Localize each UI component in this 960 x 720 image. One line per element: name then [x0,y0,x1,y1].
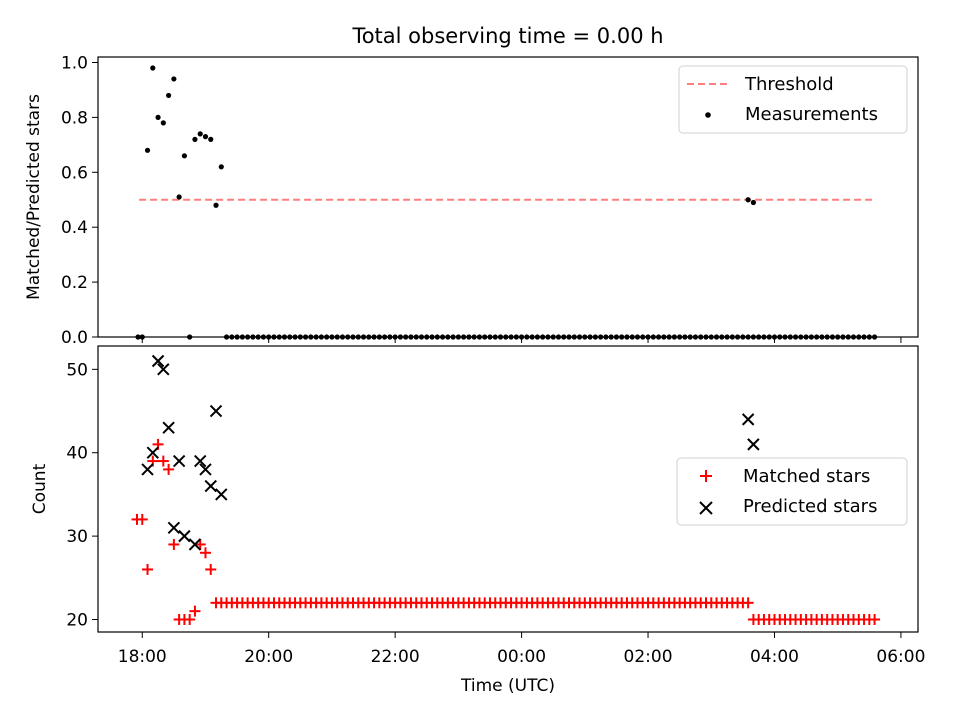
measurement-point [208,136,214,142]
ratio-y-tick-label: 0.8 [61,108,88,128]
legend-predicted-label: Predicted stars [743,496,877,517]
count-y-tick-label: 40 [66,444,88,464]
ratio-legend-box [678,65,908,134]
count-x-tick-label: 20:00 [244,647,293,667]
matched-star-point [194,538,206,550]
matched-star-point [168,538,180,550]
ratio-y-tick-label: 0.2 [61,273,88,293]
measurement-point [197,131,203,137]
predicted-star-point [747,438,760,451]
legend-threshold-label: Threshold [744,74,834,95]
measurement-point [192,136,198,142]
count-x-tick-label: 22:00 [371,647,420,667]
measurement-point [745,197,751,203]
measurement-point [213,202,219,208]
count-y-axis-label: Count [30,463,50,514]
predicted-star-point [209,404,223,418]
measurement-point [171,76,177,82]
ratio-y-axis-label: Matched/Predicted stars [24,94,44,300]
matched-star-point [199,547,211,559]
ratio-x-axis-ticks [141,337,902,343]
count-y-axis-ticks: 20 30 40 50 [66,360,98,630]
count-y-tick-label: 20 [66,610,88,630]
legend-measurements-label: Measurements [745,104,878,125]
ratio-panel: 0.0 0.2 0.4 0.6 0.8 1.0 Matched/Predicted sta… [24,53,919,348]
count-x-tick-label: 18:00 [118,647,167,667]
matched-star-point [205,563,217,575]
measurement-point [176,194,182,200]
ratio-y-tick-label: 0.4 [61,218,88,238]
count-y-tick-label: 30 [66,527,88,547]
measurement-point [160,120,166,126]
predicted-star-point [178,529,191,543]
count-legend: Matched stars Predicted stars [676,457,908,526]
predicted-star-point [194,454,207,468]
ratio-y-tick-label: 0.6 [61,163,88,183]
figure-title: Total observing time = 0.00 h [351,24,663,48]
predicted-star-point [215,488,228,501]
ratio-legend: Threshold Measurements [678,65,908,134]
predicted-star-point [162,421,175,434]
measurement-point [218,164,224,170]
predicted-star-point [199,463,212,476]
measurement-point [202,134,209,140]
predicted-star-point [151,354,165,368]
count-marks [131,354,881,625]
count-x-tick-label: 06:00 [876,647,925,667]
legend-measurements-swatch [705,112,711,118]
count-x-tick-label: 02:00 [624,647,673,667]
measurement-point [150,65,156,71]
predicted-star-point [167,521,181,534]
predicted-star-point [188,538,202,551]
count-panel: 20 30 40 50 18:00 20:00 22:00 00:00 02:00 04:00 0… [30,345,925,696]
ratio-y-tick-label: 1.0 [61,53,88,73]
measurement-point [165,92,172,99]
measurement-point [144,147,151,153]
predicted-star-point [157,363,170,376]
matched-star-point [742,597,754,609]
count-legend-box [676,457,908,526]
count-y-tick-label: 50 [66,360,88,380]
ratio-plot-frame [97,56,919,338]
legend-matched-label: Matched stars [743,466,870,487]
measurement-point [750,199,757,206]
count-x-axis-ticks: 18:00 20:00 22:00 00:00 02:00 04:00 06:00 [118,632,925,667]
legend-predicted-swatch [699,501,713,515]
predicted-star-point [741,413,755,426]
matched-star-point [163,463,175,475]
matched-star-point [189,605,201,617]
measurement-point [155,114,161,120]
matched-star-point [869,613,881,625]
count-x-tick-label: 04:00 [750,647,799,667]
predicted-star-point [172,454,186,468]
matched-star-point [157,455,169,467]
predicted-star-point [146,446,160,459]
predicted-star-point [204,479,217,493]
legend-matched-swatch [700,470,712,482]
matched-star-point [136,513,148,525]
count-x-tick-label: 00:00 [497,647,546,667]
ratio-y-tick-label: 0.0 [61,328,88,348]
ratio-y-axis-ticks: 0.0 0.2 0.4 0.6 0.8 1.0 [61,53,98,348]
matched-star-point [184,613,196,625]
predicted-star-point [141,463,154,476]
count-plot-frame [97,345,919,633]
count-x-axis-label: Time (UTC) [460,676,555,696]
matched-star-point [142,563,154,575]
measurement-point [181,153,188,159]
